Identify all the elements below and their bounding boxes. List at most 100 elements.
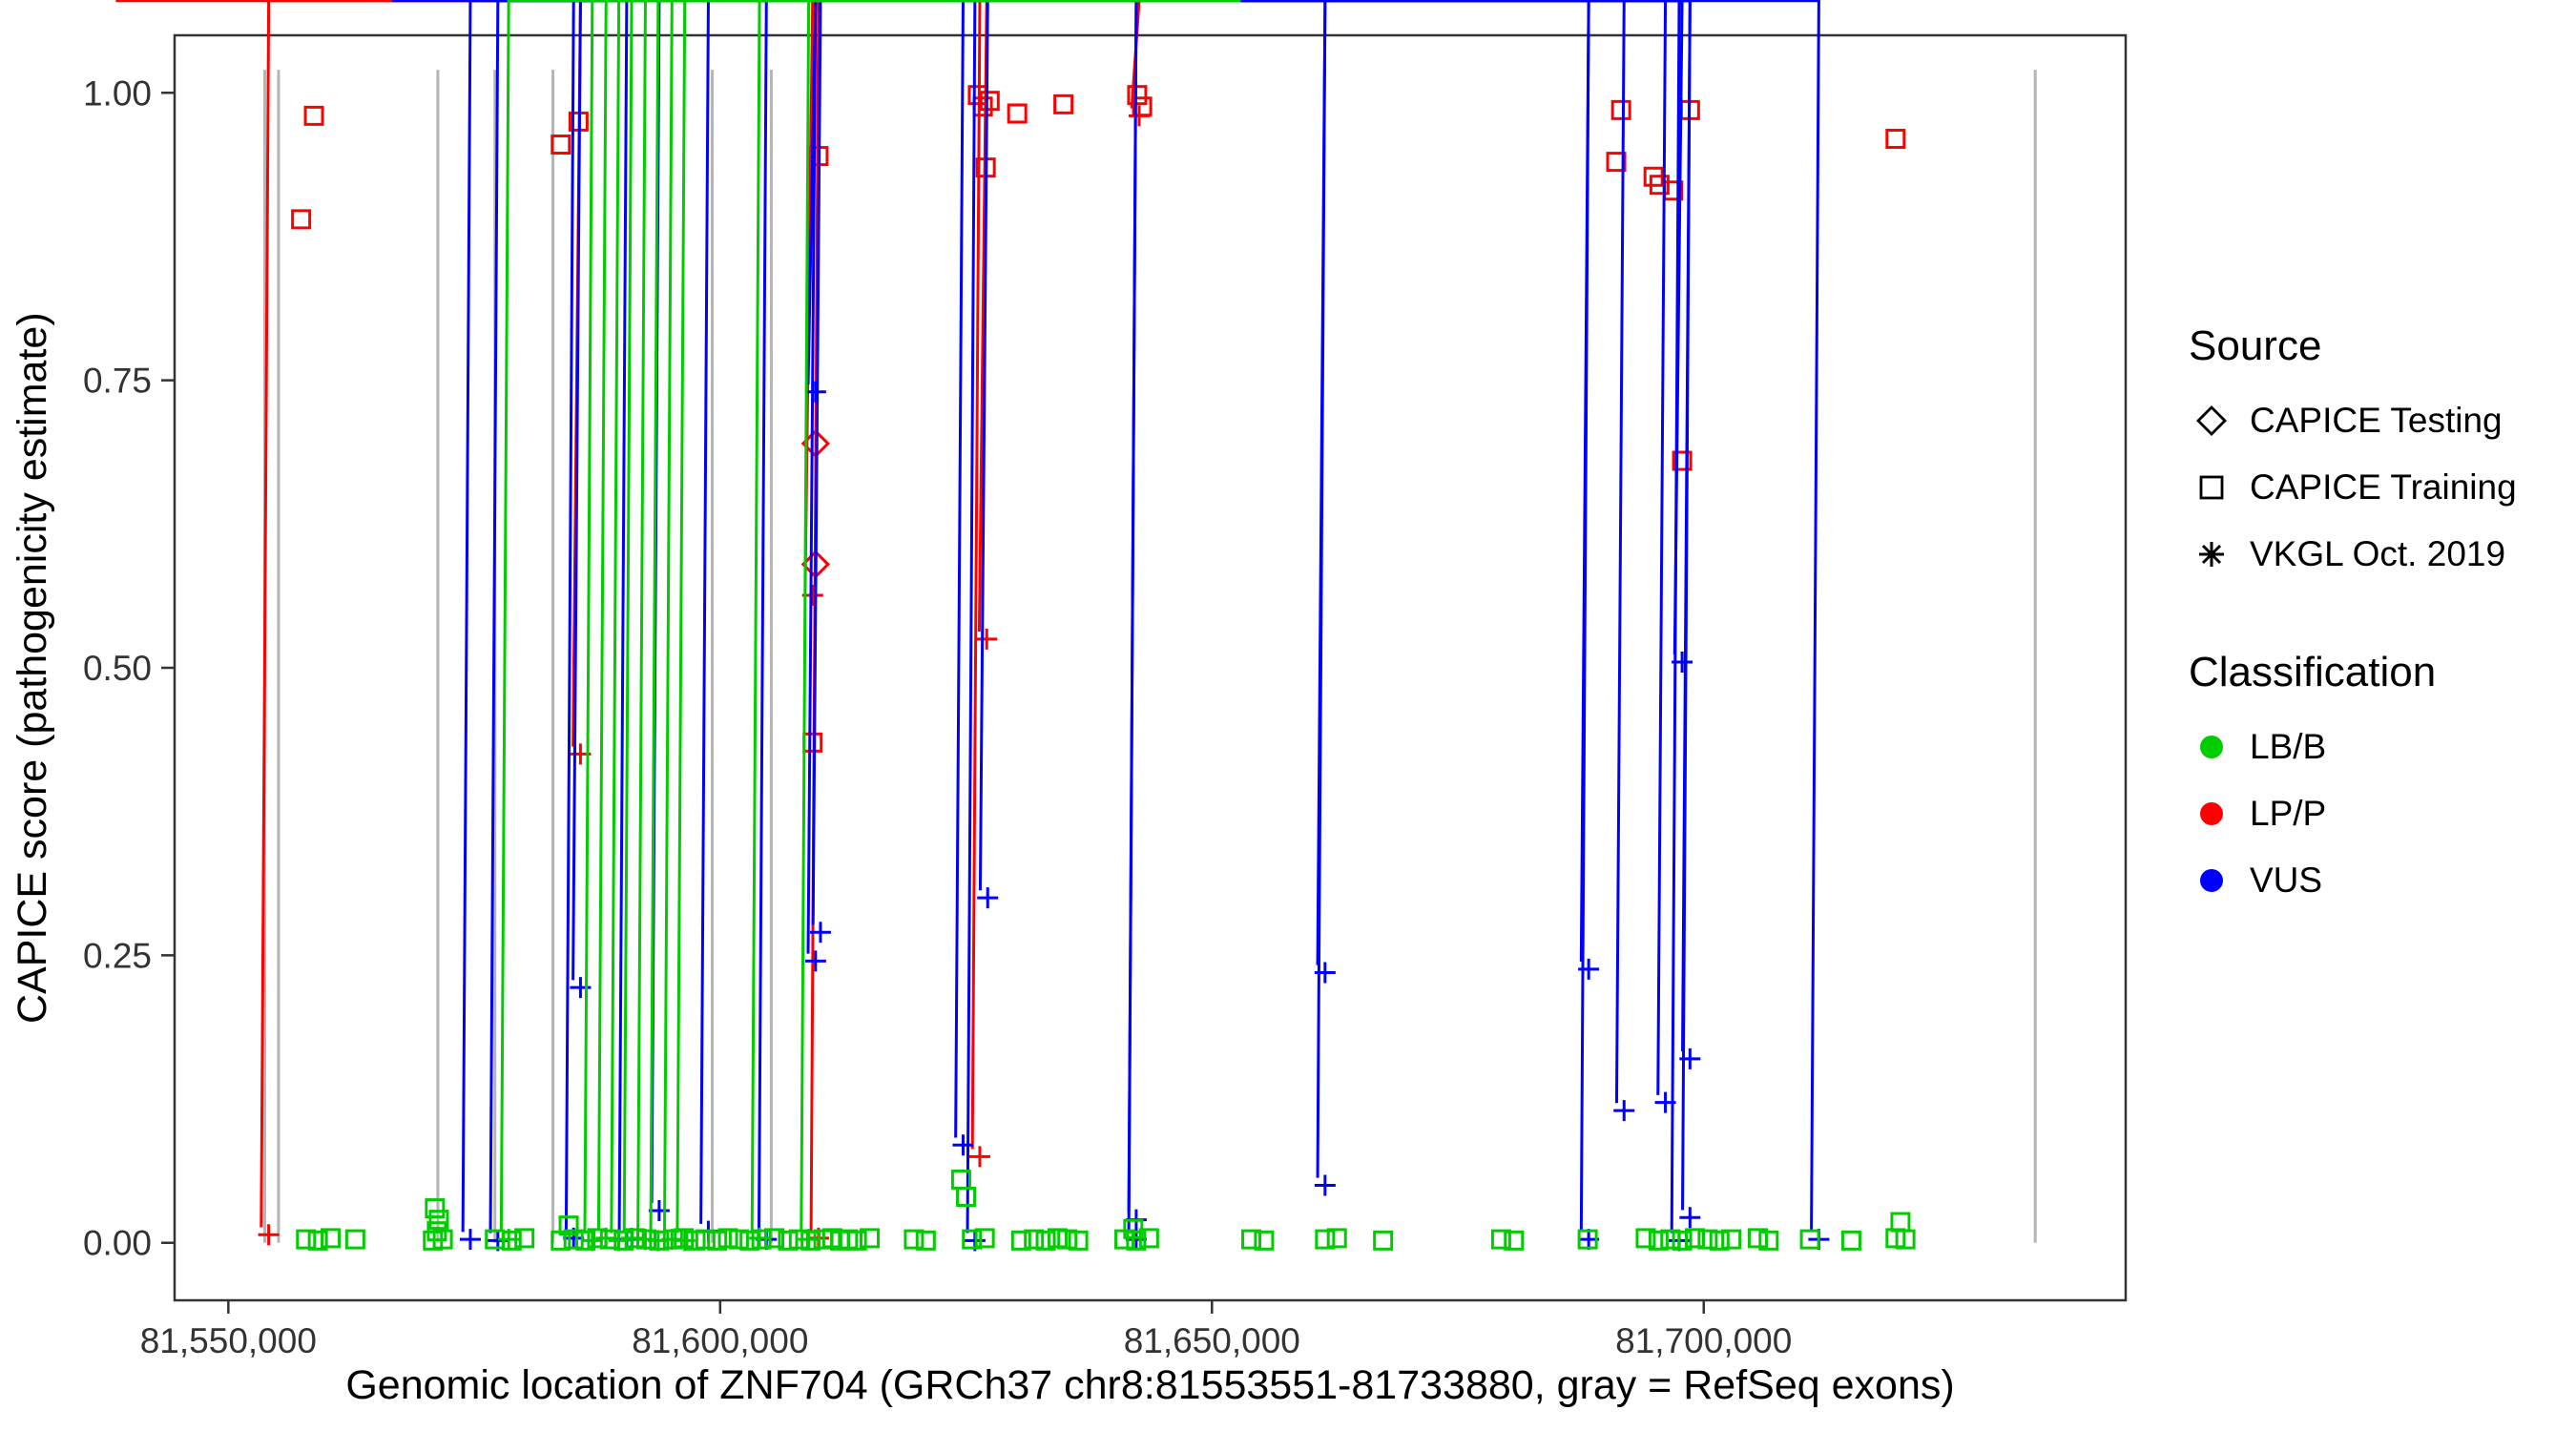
point-lpp-training [1053,93,1074,114]
y-tick-label: 1.00 [83,73,152,113]
legend-item-label: VKGL Oct. 2019 [2250,534,2506,573]
point-lbb-training [1577,1229,1598,1250]
point-lbb-training [1840,1230,1861,1251]
point-lbb-training [1254,1230,1275,1251]
point-vus-vkgl [1217,0,1701,1229]
point-lbb-vkgl [498,0,1240,1251]
point-lbb-training [1024,1229,1045,1250]
point-lbb-training [344,1229,365,1250]
legend-item-capice-testing: CAPICE Testing [2189,387,2517,454]
point-lbb-training [751,1229,772,1250]
point-lpp-training [1606,152,1627,173]
diamond-icon [2196,405,2227,436]
point-vus-vkgl [968,0,1600,980]
point-vus-vkgl [615,0,1240,1251]
point-vus-vkgl [898,0,999,909]
point-vus-vkgl [964,0,1241,1252]
point-vus-vkgl [1125,0,1220,1231]
y-tick-label: 0.00 [83,1224,152,1263]
point-lbb-training [662,1229,683,1250]
point-lbb-training [1035,1230,1056,1251]
legend: Source CAPICE Testing CAPICE Training VKGL… [2189,322,2517,914]
legend-item-vus: VUS [2189,847,2517,914]
legend-source-items: CAPICE Testing CAPICE Training VKGL Oct. 2… [2189,387,2517,588]
asterisk-icon [2199,542,2224,567]
point-vus-vkgl [1185,0,1336,1196]
point-lbb-training [307,1230,328,1251]
legend-item-lp-p: LP/P [2189,780,2517,847]
point-vus-vkgl [1239,0,1600,1251]
point-lbb-training [514,1228,535,1249]
legend-item-label: CAPICE Testing [2250,401,2503,440]
x-tick-label: 81,700,000 [1615,1321,1792,1360]
point-lbb-training [649,1230,670,1251]
point-lpp-training [291,209,312,230]
point-vus-vkgl [1239,0,1830,1251]
point-lbb-training [846,1230,867,1251]
point-lpp-training [1007,103,1028,124]
point-lbb-training [1326,1228,1347,1249]
x-axis-title: Genomic location of ZNF704 (GRCh37 chr8:… [345,1362,1955,1408]
point-lbb-training [860,1228,881,1249]
point-lbb-training [1895,1229,1916,1250]
symbol-shape [2196,405,2227,436]
point-lbb-training [764,1228,785,1249]
point-lbb-training [1010,1230,1031,1251]
point-vus-vkgl [1125,0,1240,1251]
point-lbb-training [1758,1230,1779,1251]
point-lpp-vkgl [807,0,1238,1249]
point-lbb-training [1672,1230,1693,1251]
legend-item-capice-training: CAPICE Training [2189,454,2517,521]
point-lpp-vkgl [570,0,755,765]
point-lbb-training [956,1187,977,1208]
point-lbb-training [962,1229,983,1250]
point-lpp-training [1885,128,1906,149]
point-lbb-training [728,1229,749,1250]
point-lbb-training [788,1229,809,1250]
point-vus-vkgl [1111,0,1635,1122]
point-lbb-training [425,1198,446,1219]
point-lbb-training [1504,1230,1525,1251]
point-lbb-training [575,1230,596,1251]
point-vus-vkgl [1058,0,1701,1069]
point-lpp-vkgl [968,0,1157,1168]
point-lbb-vkgl [647,0,1241,1252]
dot-icon [2200,869,2223,892]
point-lbb-training [1799,1229,1820,1250]
point-vus-vkgl [809,0,933,944]
point-lbb-training [1660,1229,1681,1250]
point-lbb-training [800,1230,821,1251]
point-lbb-training [321,1228,342,1249]
point-lbb-training [599,1229,620,1250]
point-lbb-training [296,1229,317,1250]
point-lbb-training [1138,1228,1159,1249]
point-lbb-training [1635,1228,1656,1249]
symbol-shape [2200,869,2223,892]
legend-item-lb-b: LB/B [2189,714,2517,780]
symbol-shape [2200,802,2223,825]
point-vus-vkgl [756,0,1240,1251]
point-lbb-training [1697,1229,1718,1250]
point-lbb-training [428,1210,449,1231]
point-vus-vkgl [972,0,1336,984]
legend-item-label: VUS [2250,861,2323,900]
point-lpp-training [979,91,1000,112]
legend-spacer [2189,588,2517,649]
x-tick-label: 81,550,000 [140,1321,317,1360]
dot-icon [2200,736,2223,758]
point-lbb-vkgl [595,0,1238,1249]
point-lbb-training [778,1230,799,1251]
point-lbb-training [915,1230,936,1251]
point-lbb-training [974,1228,995,1249]
point-lbb-vkgl [634,0,1240,1251]
point-lbb-training [1114,1229,1135,1250]
point-lbb-training [624,1228,645,1249]
point-lbb-training [1890,1212,1911,1233]
point-lbb-training [904,1229,924,1250]
point-vus-vkgl [1102,0,1676,1113]
legend-classification-items: LB/B LP/P VUS [2189,714,2517,914]
x-tick-label: 81,600,000 [632,1321,808,1360]
point-lbb-training [1648,1230,1669,1251]
